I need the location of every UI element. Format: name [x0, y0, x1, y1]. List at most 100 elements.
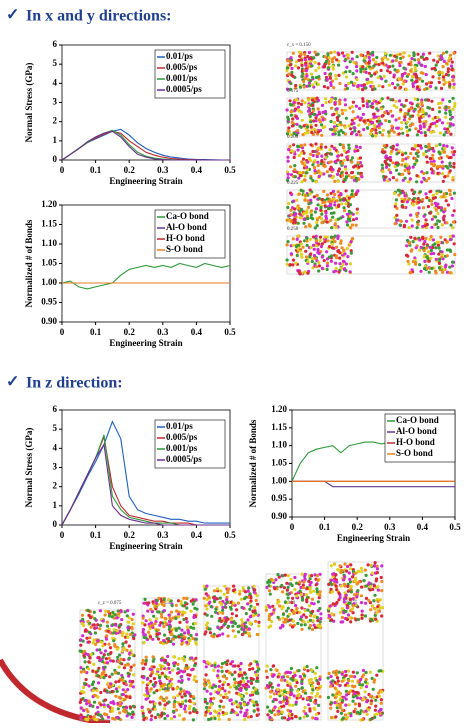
atom	[402, 51, 405, 54]
atom	[249, 592, 252, 595]
atom	[354, 117, 357, 120]
atom	[343, 575, 346, 578]
atom	[412, 166, 415, 169]
atom	[445, 106, 448, 109]
atom	[364, 690, 367, 693]
atom	[90, 626, 93, 629]
atom	[287, 148, 290, 151]
atom	[256, 692, 259, 695]
atom	[434, 246, 437, 249]
atom	[131, 627, 134, 630]
atom	[253, 588, 256, 591]
atom	[307, 99, 310, 102]
atom	[438, 106, 441, 109]
atom	[155, 689, 158, 692]
atom	[162, 639, 165, 642]
legend-label: 0.001/ps	[166, 73, 198, 83]
atom	[256, 633, 259, 636]
atom	[231, 612, 234, 615]
atom	[304, 573, 307, 576]
atom	[424, 192, 427, 195]
atom	[438, 157, 441, 160]
atom	[369, 132, 372, 135]
atom	[310, 126, 313, 129]
atom	[322, 190, 325, 193]
atom	[335, 77, 338, 80]
atom	[407, 63, 410, 66]
atom	[163, 634, 166, 637]
atom	[289, 263, 292, 266]
atom	[357, 124, 360, 127]
atom	[398, 64, 401, 67]
atom	[451, 176, 454, 179]
atom	[116, 648, 119, 651]
atom	[343, 252, 346, 255]
atom	[223, 681, 226, 684]
atom	[181, 679, 184, 682]
atom	[329, 605, 332, 608]
atom	[334, 584, 337, 587]
atom	[240, 598, 243, 601]
atom	[273, 713, 276, 716]
atom	[351, 575, 354, 578]
atom	[182, 689, 185, 692]
atom	[288, 704, 291, 707]
atom	[404, 152, 407, 155]
atom	[305, 598, 308, 601]
atom	[159, 621, 162, 624]
atom	[372, 64, 375, 67]
atom	[336, 676, 339, 679]
atom	[238, 693, 241, 696]
atom	[181, 700, 184, 703]
atom	[282, 705, 285, 708]
atom	[290, 56, 293, 59]
atom	[284, 600, 287, 603]
atom	[178, 621, 181, 624]
atom	[89, 704, 92, 707]
atom	[438, 258, 441, 261]
atom	[166, 687, 169, 690]
atom	[333, 101, 336, 104]
atom	[346, 87, 349, 90]
atom	[330, 716, 333, 719]
atom	[306, 260, 309, 263]
atom	[132, 622, 135, 625]
atom	[359, 70, 362, 73]
atom	[245, 676, 248, 679]
atom	[341, 607, 344, 610]
atom	[306, 161, 309, 164]
atom	[221, 606, 224, 609]
atom	[352, 604, 355, 607]
atom	[141, 622, 144, 625]
atom	[337, 53, 340, 56]
atom	[315, 713, 318, 716]
atom	[302, 613, 305, 616]
atom	[182, 597, 185, 600]
atom	[142, 718, 145, 721]
atom	[345, 693, 348, 696]
atom	[343, 563, 346, 566]
atom	[295, 701, 298, 704]
atom	[330, 107, 333, 110]
atom	[299, 249, 302, 252]
atom	[414, 97, 417, 100]
atom	[326, 52, 329, 55]
atom	[181, 695, 184, 698]
atom	[375, 611, 378, 614]
atom	[370, 618, 373, 621]
atom	[167, 663, 170, 666]
atom	[403, 118, 406, 121]
atom	[358, 107, 361, 110]
atom	[179, 687, 182, 690]
atom	[295, 123, 298, 126]
atom	[330, 128, 333, 131]
atom	[234, 681, 237, 684]
snapshot-frame	[287, 190, 455, 228]
atom	[380, 69, 383, 72]
atom	[204, 714, 207, 717]
atom	[432, 130, 435, 133]
atom	[299, 272, 302, 275]
atom	[315, 239, 318, 242]
atom	[354, 579, 357, 582]
atom	[376, 567, 379, 570]
